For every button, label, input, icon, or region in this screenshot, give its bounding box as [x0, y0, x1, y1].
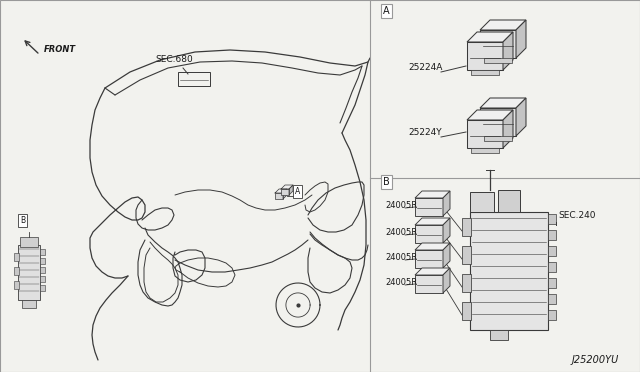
Polygon shape — [283, 189, 287, 199]
Polygon shape — [415, 218, 450, 225]
Polygon shape — [503, 32, 513, 70]
Bar — [415, 198, 443, 216]
Bar — [18, 245, 40, 300]
Text: 24005R: 24005R — [385, 201, 417, 210]
Bar — [462, 302, 471, 320]
Polygon shape — [415, 268, 450, 275]
Polygon shape — [516, 20, 526, 58]
Bar — [462, 274, 471, 292]
Bar — [40, 258, 45, 264]
Polygon shape — [289, 185, 293, 195]
Bar — [40, 276, 45, 282]
Text: B: B — [383, 177, 390, 187]
Bar — [20, 237, 38, 247]
Bar — [462, 246, 471, 264]
Polygon shape — [467, 32, 513, 42]
Polygon shape — [443, 218, 450, 243]
Bar — [415, 275, 443, 293]
Polygon shape — [480, 98, 526, 108]
Bar — [275, 193, 283, 199]
Text: 24005R: 24005R — [385, 228, 417, 237]
Polygon shape — [415, 191, 450, 198]
Polygon shape — [443, 243, 450, 268]
Bar — [14, 267, 19, 275]
Text: 24005R: 24005R — [385, 253, 417, 262]
Polygon shape — [281, 185, 293, 189]
Bar — [490, 330, 508, 340]
Bar — [462, 218, 471, 236]
Bar — [178, 72, 210, 86]
Polygon shape — [275, 189, 287, 193]
Bar — [484, 136, 512, 141]
Polygon shape — [415, 243, 450, 250]
Bar — [548, 278, 556, 288]
Bar — [548, 262, 556, 272]
Bar — [471, 148, 499, 153]
Text: A: A — [383, 6, 390, 16]
Bar — [22, 300, 36, 308]
Bar — [14, 281, 19, 289]
Bar — [40, 267, 45, 273]
Bar — [480, 108, 516, 136]
Bar — [467, 42, 503, 70]
Bar — [484, 58, 512, 63]
Bar — [548, 294, 556, 304]
Bar — [471, 70, 499, 75]
Polygon shape — [480, 20, 526, 30]
Bar — [498, 190, 520, 212]
Text: A: A — [295, 187, 300, 196]
Polygon shape — [443, 268, 450, 293]
Bar — [470, 212, 548, 330]
Text: 25224Y: 25224Y — [408, 128, 442, 137]
Text: SEC.680: SEC.680 — [155, 55, 193, 64]
Bar — [40, 249, 45, 255]
Bar — [467, 120, 503, 148]
Bar — [548, 230, 556, 240]
Text: SEC.240: SEC.240 — [558, 211, 595, 220]
Bar — [548, 310, 556, 320]
Text: B: B — [20, 216, 25, 225]
Bar — [548, 214, 556, 224]
Text: J25200YU: J25200YU — [572, 355, 620, 365]
Bar — [415, 225, 443, 243]
Text: 25224A: 25224A — [408, 63, 442, 72]
Bar — [480, 30, 516, 58]
Bar — [548, 246, 556, 256]
Bar — [14, 253, 19, 261]
Bar — [281, 189, 289, 195]
Bar — [470, 192, 494, 212]
Bar — [40, 285, 45, 291]
Polygon shape — [467, 110, 513, 120]
Polygon shape — [503, 110, 513, 148]
Text: FRONT: FRONT — [44, 45, 76, 54]
Text: 24005R: 24005R — [385, 278, 417, 287]
Bar — [415, 250, 443, 268]
Polygon shape — [443, 191, 450, 216]
Polygon shape — [516, 98, 526, 136]
